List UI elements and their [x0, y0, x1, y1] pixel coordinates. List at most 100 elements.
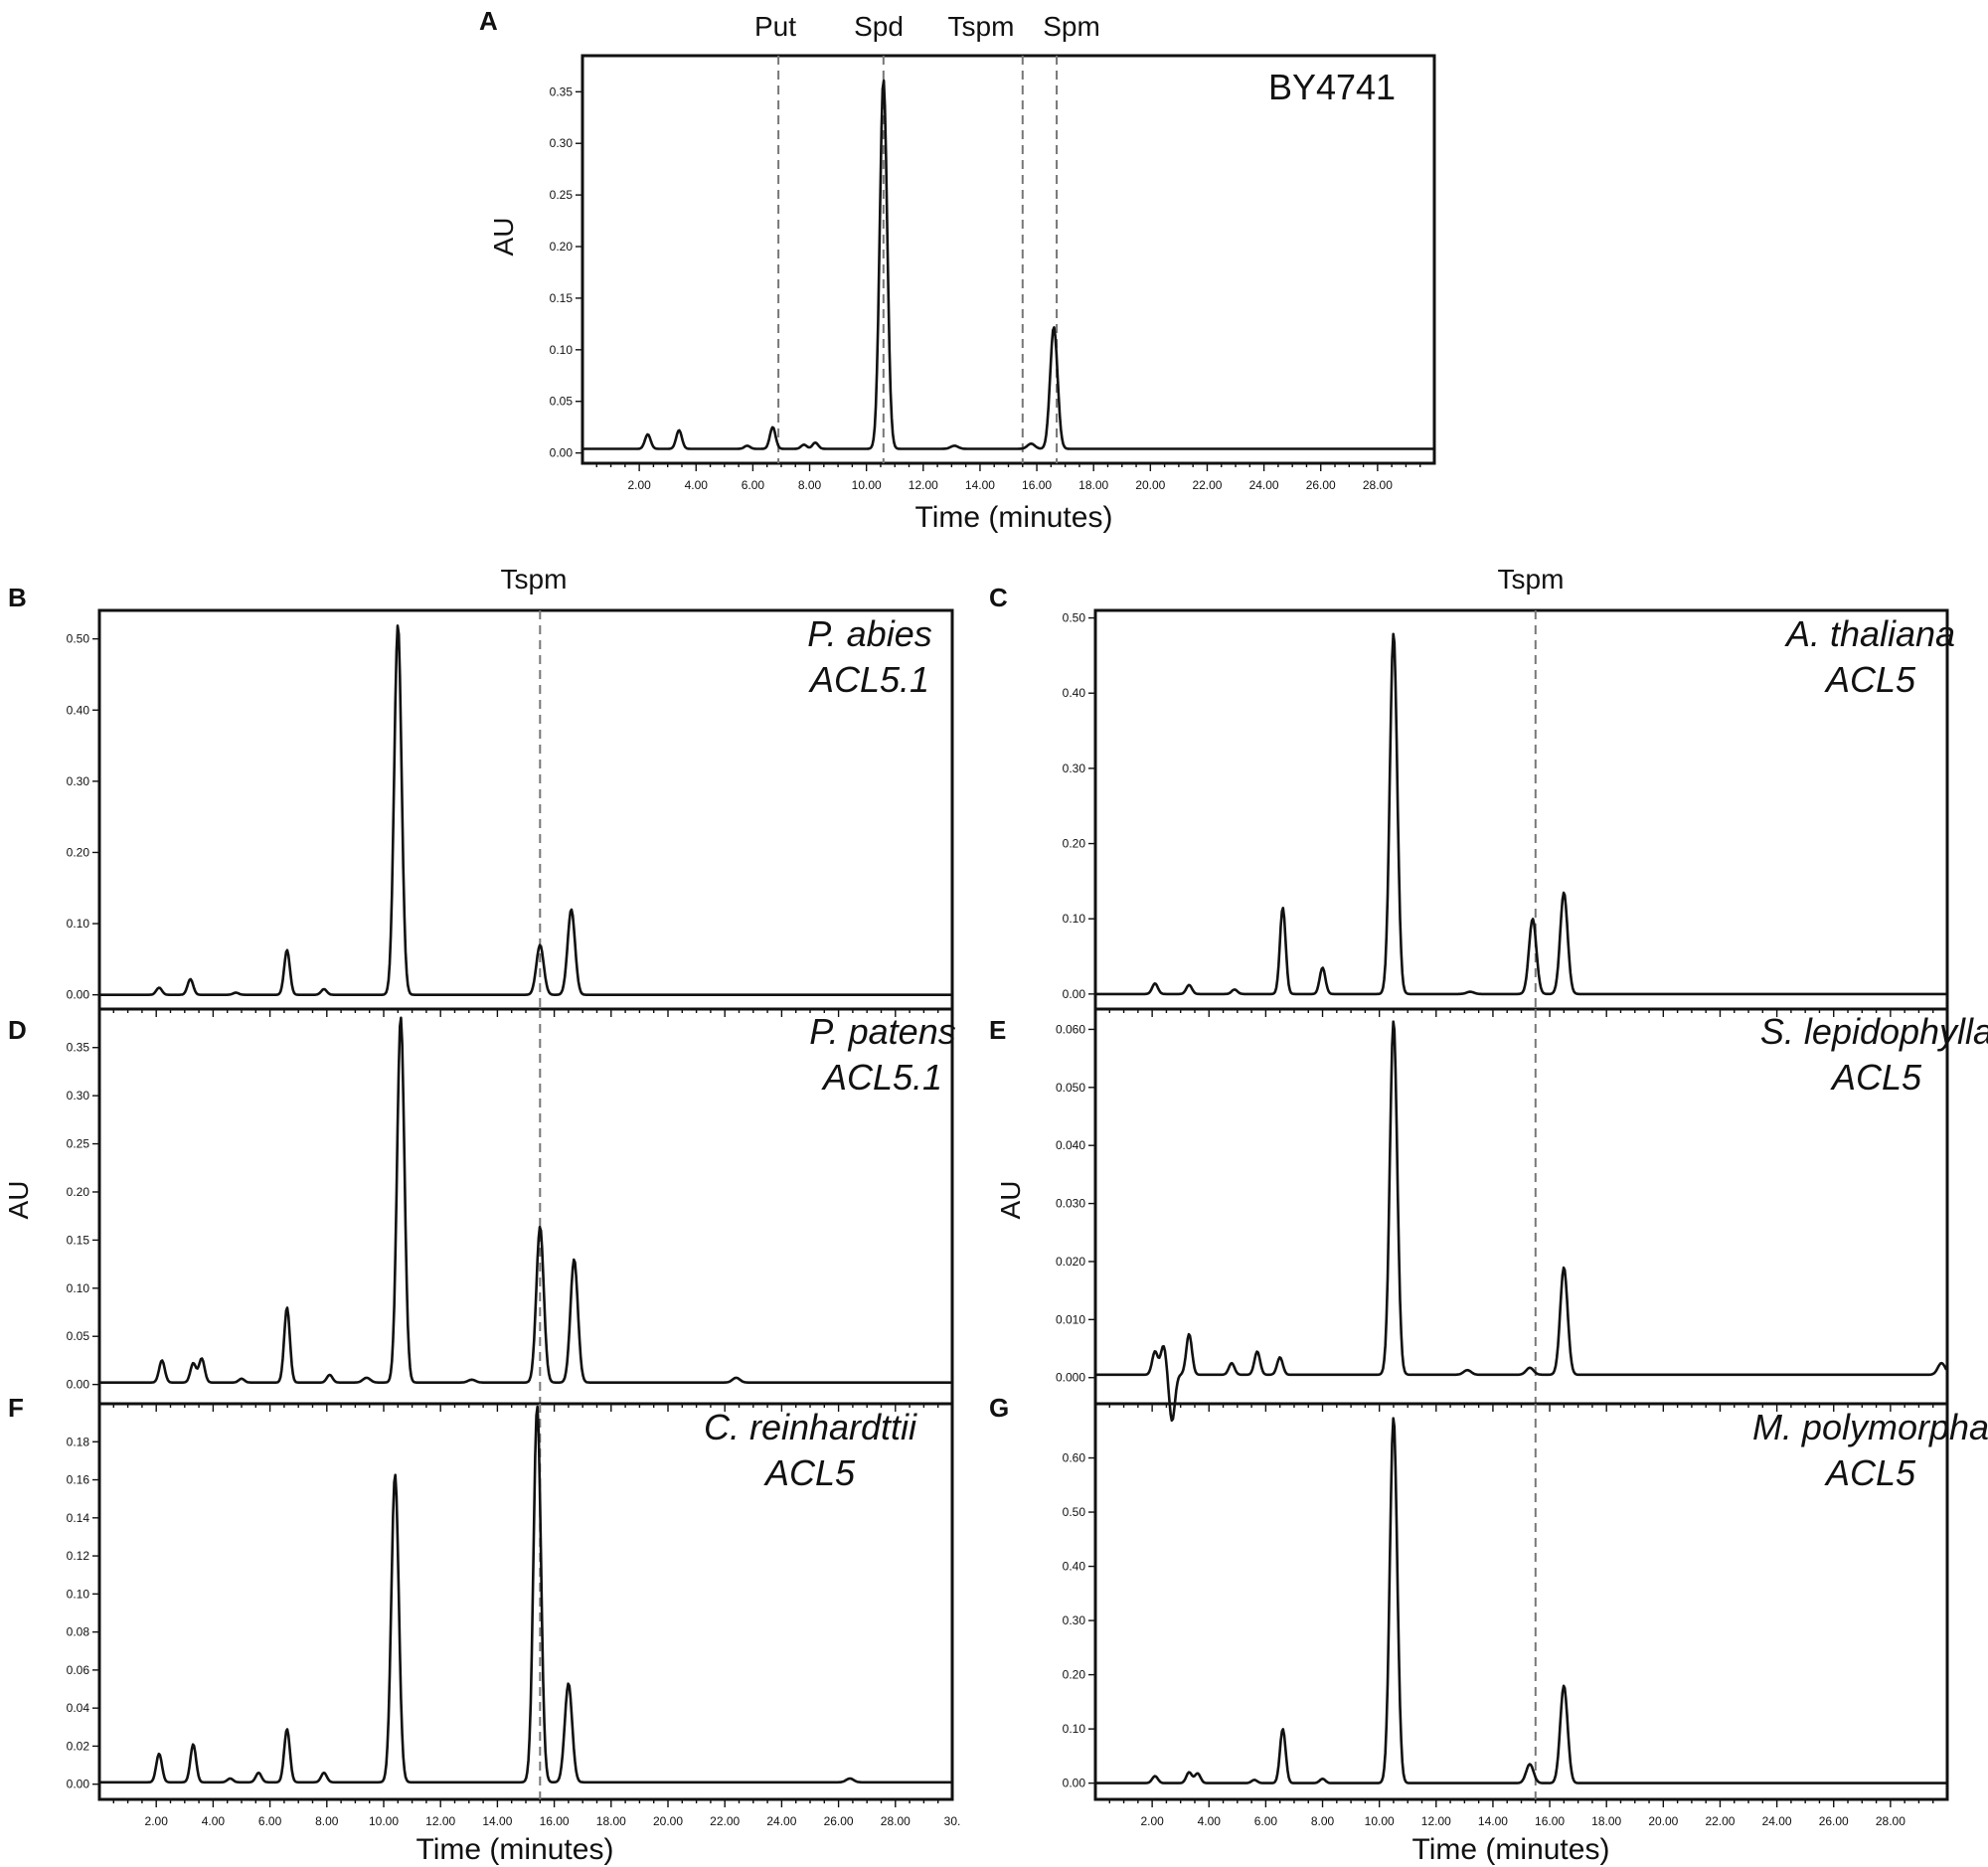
x-axis-label-f: Time (minutes): [416, 1833, 614, 1866]
plot-frame: [1093, 1402, 1949, 1801]
y-tick-label: 0.25: [550, 188, 574, 202]
y-tick-label: 0.00: [1063, 987, 1086, 1001]
x-tick-label: 10.00: [852, 478, 882, 492]
chromatogram-trace: [1096, 1417, 1947, 1784]
plot-frame: [1093, 1007, 1949, 1406]
sample-label: ACL5: [1830, 1057, 1922, 1098]
x-tick-label: 8.00: [1311, 1814, 1335, 1828]
y-tick-label: 0.05: [67, 1329, 90, 1343]
y-tick-label: 0.14: [67, 1511, 90, 1525]
y-tick-label: 0.00: [67, 1378, 90, 1392]
panel-letter: E: [989, 1015, 1006, 1045]
x-tick-label: 8.00: [798, 478, 822, 492]
sample-label: ACL5.1: [821, 1057, 942, 1098]
panel-d: D 0.00 0.05 0.10 0.15 0.20 0.25 0.30 0.35 P. pate…: [8, 1007, 956, 1412]
sample-label: ACL5: [763, 1452, 856, 1493]
x-tick-label: 4.00: [685, 478, 709, 492]
x-tick-label: 22.00: [710, 1814, 740, 1828]
y-tick-label: 0.25: [67, 1137, 90, 1151]
sample-label: A. thaliana: [1784, 613, 1955, 654]
marker-label-tspm-a: Tspm: [948, 11, 1015, 42]
y-tick-label: 0.020: [1056, 1255, 1085, 1269]
x-tick-label: 20.00: [653, 1814, 683, 1828]
panel-c: C 0.00 0.10 0.20 0.30 0.40 0.50 A. thaliana ACL5: [989, 583, 1955, 1017]
y-tick-label: 0.05: [550, 395, 574, 409]
y-tick-label: 0.06: [67, 1663, 90, 1677]
sample-label: P. abies: [807, 613, 931, 654]
x-tick-label: 10.00: [369, 1814, 399, 1828]
y-tick-label: 0.15: [550, 291, 574, 305]
x-tick-label: 20.00: [1135, 478, 1165, 492]
x-tick-label: 20.00: [1648, 1814, 1678, 1828]
y-axis-label-left: AU: [3, 1181, 34, 1220]
y-tick-label: 0.10: [67, 1281, 90, 1295]
y-tick-label: 0.10: [67, 917, 90, 931]
y-tick-label: 0.30: [67, 1089, 90, 1103]
chromatogram-trace: [100, 624, 952, 997]
x-tick-label: 16.00: [1022, 478, 1052, 492]
x-tick-label: 18.00: [1078, 478, 1108, 492]
x-tick-label: 28.00: [881, 1814, 911, 1828]
plot-frame: [580, 54, 1436, 465]
y-tick-label: 0.010: [1056, 1312, 1085, 1326]
sample-label: ACL5.1: [808, 659, 929, 700]
y-tick-label: 0.02: [67, 1739, 90, 1753]
x-tick-label: 24.00: [766, 1814, 796, 1828]
plot-frame: [1093, 608, 1949, 1011]
x-tick-label: 24.00: [1762, 1814, 1792, 1828]
chromatogram-trace: [100, 1405, 952, 1784]
x-tick-label: 28.00: [1363, 478, 1393, 492]
y-tick-label: 0.30: [67, 774, 90, 788]
x-tick-label: 14.00: [965, 478, 995, 492]
marker-label-tspm-c: Tspm: [1498, 564, 1565, 594]
x-tick-label: 18.00: [596, 1814, 626, 1828]
panel-a: A 0.00 0.05 0.10 0.15 0.20 0.25 0.30 0.35 2.00 4.0…: [479, 6, 1436, 492]
sample-label: C. reinhardttii: [704, 1407, 917, 1447]
y-tick-label: 0.30: [1063, 762, 1086, 775]
y-tick-label: 0.60: [1063, 1451, 1086, 1465]
y-tick-label: 0.12: [67, 1549, 90, 1563]
panel-f: F 0.00 0.02 0.04 0.06 0.08 0.10 0.12 0.14 0.16 0.1…: [8, 1393, 960, 1828]
marker-label-spd: Spd: [854, 11, 904, 42]
panel-letter: D: [8, 1015, 27, 1045]
y-tick-label: 0.00: [67, 988, 90, 1002]
y-tick-label: 0.30: [550, 136, 574, 150]
y-tick-label: 0.20: [67, 845, 90, 859]
y-tick-label: 0.18: [67, 1435, 90, 1448]
x-tick-label: 14.00: [482, 1814, 512, 1828]
y-tick-label: 0.50: [1063, 1505, 1086, 1519]
sample-label: M. polymorpha: [1752, 1407, 1988, 1447]
y-tick-label: 0.10: [67, 1587, 90, 1601]
panel-letter: G: [989, 1393, 1009, 1423]
sample-label: BY4741: [1268, 67, 1396, 107]
x-axis-label-g: Time (minutes): [1412, 1833, 1610, 1866]
chromatogram-trace: [100, 1016, 952, 1384]
y-tick-label: 0.030: [1056, 1197, 1085, 1211]
chromatogram-trace: [1096, 632, 1947, 996]
y-tick-label: 0.20: [1063, 837, 1086, 851]
marker-label-put: Put: [754, 11, 796, 42]
panel-letter: C: [989, 583, 1008, 612]
x-tick-label: 12.00: [1421, 1814, 1451, 1828]
y-tick-label: 0.050: [1056, 1081, 1085, 1095]
y-tick-label: 0.00: [1063, 1777, 1086, 1790]
panel-b: B 0.00 0.10 0.20 0.30 0.40 0.50 P. abies ACL5.1: [8, 583, 954, 1017]
sample-label: S. lepidophylla: [1760, 1011, 1988, 1052]
sample-label: ACL5: [1824, 659, 1916, 700]
chromatogram-trace: [583, 79, 1434, 450]
y-tick-label: 0.00: [550, 446, 574, 460]
x-tick-label: 6.00: [742, 478, 765, 492]
y-tick-label: 0.30: [1063, 1613, 1086, 1627]
y-tick-label: 0.00: [67, 1778, 90, 1791]
x-tick-label: 2.00: [627, 478, 651, 492]
x-tick-label: 12.00: [425, 1814, 455, 1828]
x-tick-label: 30.: [944, 1814, 961, 1828]
x-tick-label: 28.00: [1876, 1814, 1905, 1828]
y-tick-label: 0.060: [1056, 1022, 1085, 1036]
panel-letter: F: [8, 1393, 24, 1423]
x-tick-label: 26.00: [824, 1814, 854, 1828]
marker-label-spm: Spm: [1043, 11, 1100, 42]
x-tick-label: 4.00: [1198, 1814, 1222, 1828]
y-tick-label: 0.50: [67, 632, 90, 646]
